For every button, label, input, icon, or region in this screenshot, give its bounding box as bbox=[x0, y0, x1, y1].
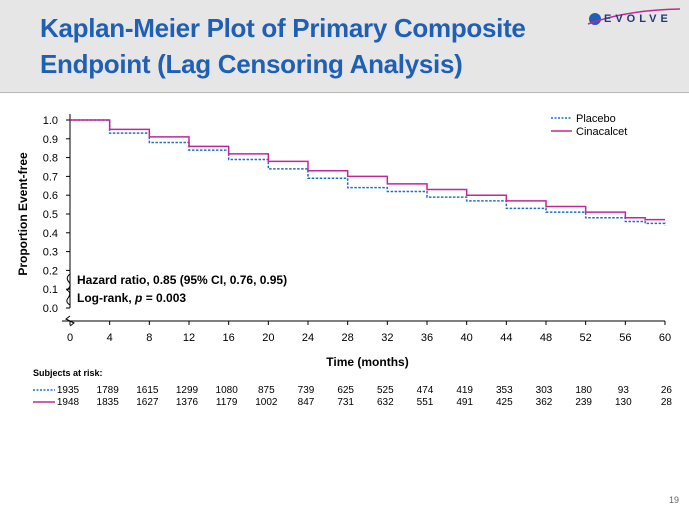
slide-title: Kaplan-Meier Plot of Primary Composite E… bbox=[40, 13, 526, 79]
risk-table-cell: 625 bbox=[337, 385, 354, 396]
x-tick-label: 36 bbox=[421, 332, 433, 344]
risk-table-cell: 1935 bbox=[57, 385, 80, 396]
logo-swoosh-icon bbox=[587, 8, 681, 25]
x-tick-label: 28 bbox=[342, 332, 354, 344]
risk-table-cell: 1002 bbox=[255, 397, 278, 408]
risk-table-cell: 1789 bbox=[97, 385, 120, 396]
y-tick-label: 0.9 bbox=[43, 134, 58, 146]
risk-table-cell: 1948 bbox=[57, 397, 80, 408]
y-tick-label: 1.0 bbox=[43, 115, 58, 127]
slide-header: Kaplan-Meier Plot of Primary Composite E… bbox=[0, 0, 689, 93]
y-tick-label: 0.7 bbox=[43, 171, 58, 183]
x-tick-label: 40 bbox=[461, 332, 473, 344]
x-tick-label: 48 bbox=[540, 332, 552, 344]
risk-table-cell: 425 bbox=[496, 397, 513, 408]
risk-table-cell: 130 bbox=[615, 397, 632, 408]
x-axis-label: Time (months) bbox=[326, 355, 408, 369]
x-tick-label: 44 bbox=[500, 332, 512, 344]
y-tick-label: 0.0 bbox=[43, 303, 58, 315]
kaplan-meier-chart: 0.00.10.20.30.40.50.60.70.80.91.00 4 8 12 16… bbox=[16, 113, 673, 408]
y-tick-label: 0.4 bbox=[43, 228, 58, 240]
risk-table-cell: 1080 bbox=[216, 385, 239, 396]
risk-table-cell: 847 bbox=[298, 397, 315, 408]
risk-table-cell: 1299 bbox=[176, 385, 199, 396]
risk-table-cell: 28 bbox=[661, 397, 673, 408]
risk-table-cell: 739 bbox=[298, 385, 315, 396]
risk-table-cell: 419 bbox=[456, 385, 473, 396]
risk-table-cell: 362 bbox=[536, 397, 553, 408]
x-tick-label: 4 bbox=[107, 332, 113, 344]
y-tick-label: 0.5 bbox=[43, 209, 58, 221]
legend-label: Cinacalcet bbox=[576, 126, 627, 138]
risk-table-cell: 1615 bbox=[136, 385, 159, 396]
x-tick-label: 52 bbox=[580, 332, 592, 344]
risk-table-cell: 26 bbox=[661, 385, 673, 396]
risk-table-cell: 180 bbox=[575, 385, 592, 396]
risk-table-cell: 1179 bbox=[216, 397, 238, 408]
risk-table-cell: 731 bbox=[337, 397, 354, 408]
risk-table-cell: 491 bbox=[456, 397, 473, 408]
risk-table-cell: 525 bbox=[377, 385, 394, 396]
logo-text: EVOLVE bbox=[604, 13, 672, 25]
risk-table-cell: 474 bbox=[417, 385, 434, 396]
evolve-logo: EVOLVE bbox=[586, 6, 682, 32]
series-line-cinacalcet bbox=[70, 119, 665, 221]
page-number: 19 bbox=[668, 495, 679, 505]
x-tick-label: 20 bbox=[262, 332, 274, 344]
risk-table-cell: 1627 bbox=[136, 397, 159, 408]
risk-table-cell: 303 bbox=[536, 385, 553, 396]
annotation-brace-icon bbox=[66, 273, 71, 306]
x-tick-label: 0 bbox=[67, 332, 73, 344]
risk-table-cell: 93 bbox=[618, 385, 630, 396]
x-tick-label: 24 bbox=[302, 332, 314, 344]
y-tick-label: 0.6 bbox=[43, 190, 58, 202]
y-tick-label: 0.3 bbox=[43, 247, 58, 259]
risk-table-cell: 875 bbox=[258, 385, 275, 396]
y-tick-label: 0.1 bbox=[43, 284, 58, 296]
x-tick-label: 60 bbox=[659, 332, 671, 344]
risk-table-cell: 632 bbox=[377, 397, 394, 408]
legend-label: Placebo bbox=[576, 113, 616, 125]
y-tick-label: 0.2 bbox=[43, 265, 58, 277]
x-tick-label: 12 bbox=[183, 332, 195, 344]
risk-table-title: Subjects at risk: bbox=[33, 368, 103, 378]
risk-table-cell: 551 bbox=[417, 397, 434, 408]
risk-table-cell: 239 bbox=[575, 397, 592, 408]
risk-table-cell: 353 bbox=[496, 385, 513, 396]
hazard-ratio-annotation: Hazard ratio, 0.85 (95% CI, 0.76, 0.95) bbox=[77, 273, 287, 287]
x-tick-label: 16 bbox=[223, 332, 235, 344]
x-tick-label: 56 bbox=[619, 332, 631, 344]
logrank-annotation: Log-rank, p = 0.003 bbox=[77, 291, 186, 305]
x-tick-label: 8 bbox=[146, 332, 152, 344]
risk-table-cell: 1835 bbox=[97, 397, 120, 408]
y-tick-label: 0.8 bbox=[43, 153, 58, 165]
risk-table-cell: 1376 bbox=[176, 397, 199, 408]
y-axis-label: Proportion Event-free bbox=[16, 152, 30, 276]
x-tick-label: 32 bbox=[381, 332, 393, 344]
